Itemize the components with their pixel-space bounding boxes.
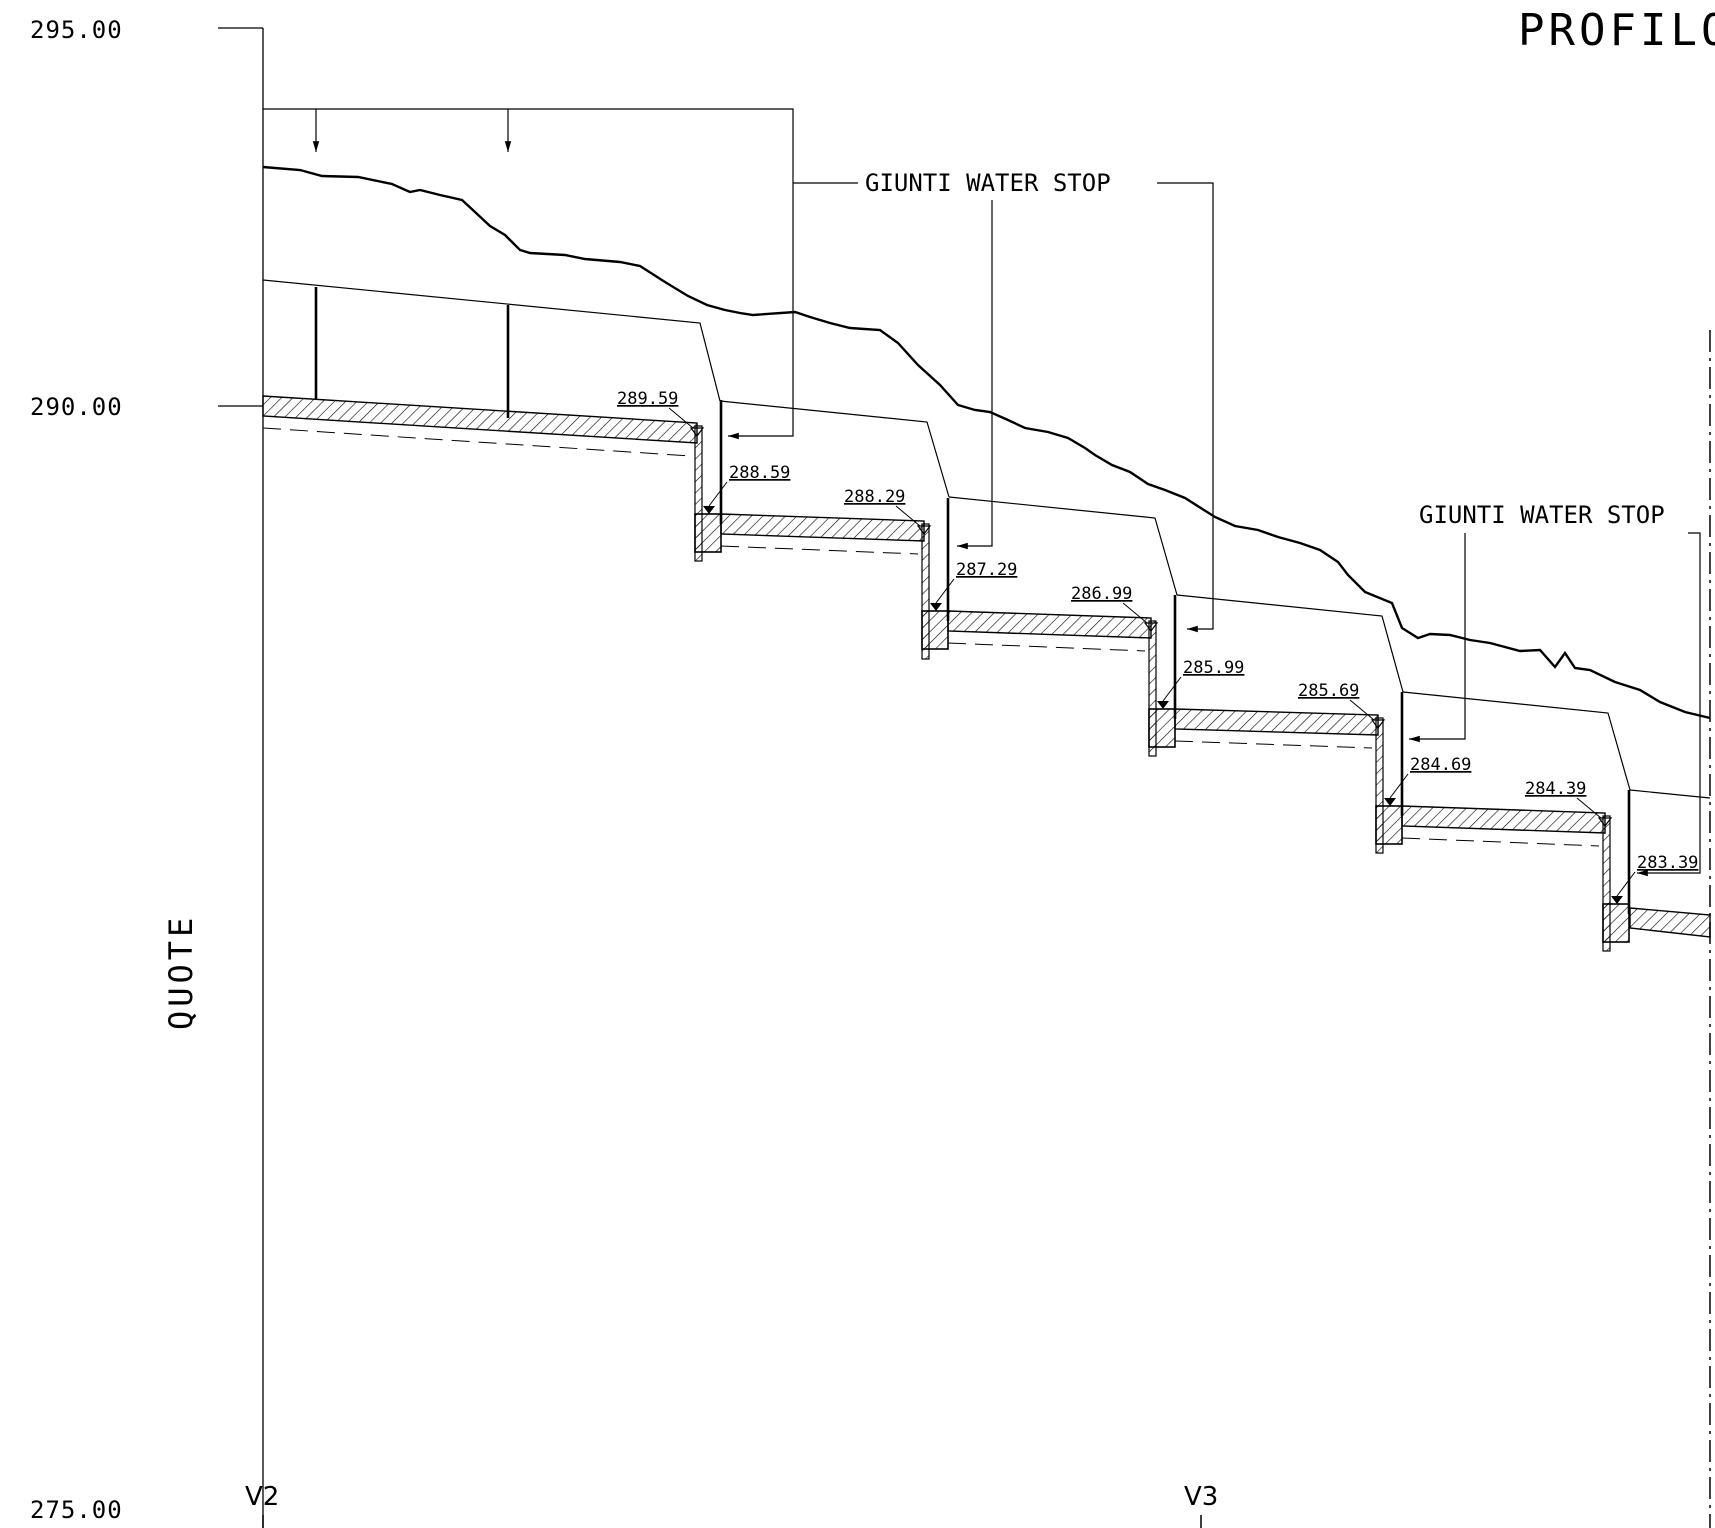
elevation-label-step-top-2: 288.29 — [844, 487, 905, 507]
label-leader-top-5 — [1576, 797, 1602, 819]
bracket-note-2-left — [1409, 533, 1466, 743]
section-marker-v2: V2 — [245, 1482, 279, 1512]
elevation-label-step-bottom-2: 287.29 — [956, 560, 1017, 580]
wall-stem-3 — [1148, 620, 1157, 757]
backfill-line-6 — [1629, 789, 1711, 799]
elevation-label-step-bottom-4: 284.69 — [1410, 755, 1471, 775]
elevation-label-step-top-4: 285.69 — [1298, 681, 1359, 701]
slab-6 — [1629, 907, 1711, 938]
label-leader-bottom-1 — [708, 481, 728, 507]
heel-block-5 — [1602, 903, 1630, 943]
backfill-line-4 — [1176, 594, 1404, 693]
note-water-stop-2: GIUNTI WATER STOP — [1419, 501, 1665, 529]
elevation-label-step-top-3: 286.99 — [1071, 584, 1132, 604]
elevation-label-step-bottom-1: 288.59 — [729, 463, 790, 483]
wall-stem-1 — [694, 425, 703, 562]
heel-block-4 — [1375, 805, 1403, 845]
slab-3 — [947, 610, 1152, 639]
slab-underside-3 — [947, 642, 1146, 652]
slab-underside-4 — [1174, 740, 1373, 749]
slab-4 — [1174, 708, 1379, 736]
label-leader-top-1 — [668, 407, 694, 429]
label-leader-bottom-3 — [1162, 676, 1182, 702]
slab-underside-2 — [720, 545, 919, 555]
slab-underside-1 — [262, 427, 692, 457]
bracket-note-2-right — [1637, 532, 1701, 877]
elevation-marker-bottom-2 — [930, 603, 942, 611]
elevation-marker-bottom-1 — [703, 506, 715, 514]
elevation-label-step-bottom-5: 283.39 — [1637, 853, 1698, 873]
bracket-note-1-mid — [957, 200, 993, 550]
heel-block-2 — [921, 610, 949, 650]
elevation-marker-top-5 — [1597, 817, 1613, 827]
elevation-marker-bottom-3 — [1157, 701, 1169, 709]
bracket-note-1-right — [1157, 182, 1214, 633]
elevation-marker-top-1 — [689, 427, 705, 437]
wall-stem-5 — [1602, 815, 1611, 952]
elevation-label-step-top-1: 289.59 — [617, 389, 678, 409]
backfill-line-1 — [262, 279, 721, 402]
slab-underside-5 — [1401, 837, 1600, 847]
label-leader-bottom-4 — [1389, 773, 1409, 799]
backfill-line-5 — [1402, 691, 1631, 791]
axis-title: QUOTE — [162, 914, 200, 1030]
wall-stem-2 — [921, 523, 930, 660]
elevation-marker-top-4 — [1370, 719, 1386, 729]
elevation-label-top: 295.00 — [30, 16, 123, 44]
bracket-top — [263, 108, 794, 440]
elevation-marker-top-2 — [916, 525, 932, 535]
drawing-title: PROFILO — [1518, 5, 1715, 56]
elevation-marker-bottom-5 — [1611, 896, 1623, 904]
wall-stem-4 — [1375, 717, 1384, 854]
elevation-marker-bottom-4 — [1384, 798, 1396, 806]
section-marker-v3: V3 — [1184, 1482, 1218, 1512]
elevation-label-mid: 290.00 — [30, 393, 123, 421]
label-leader-bottom-2 — [935, 578, 955, 604]
label-leader-top-4 — [1349, 699, 1375, 721]
note-water-stop-1: GIUNTI WATER STOP — [865, 169, 1111, 197]
slab-5 — [1401, 805, 1606, 834]
heel-block-1 — [694, 513, 722, 553]
elevation-label-step-bottom-3: 285.99 — [1183, 658, 1244, 678]
label-leader-bottom-5 — [1616, 871, 1636, 897]
label-leader-top-2 — [895, 505, 921, 527]
slab-2 — [720, 513, 925, 542]
label-leader-top-3 — [1122, 602, 1148, 624]
backfill-line-3 — [948, 496, 1178, 596]
elevation-marker-top-3 — [1143, 622, 1159, 632]
elevation-label-bottom: 275.00 — [30, 1496, 123, 1524]
heel-block-3 — [1148, 708, 1176, 748]
backfill-line-2 — [719, 400, 950, 498]
ground-profile — [262, 165, 1711, 720]
elevation-label-step-top-5: 284.39 — [1525, 779, 1586, 799]
stepped-foundation: 289.59 288.59 288.29 287.29 286.99 285.99 285.… — [262, 389, 1711, 952]
